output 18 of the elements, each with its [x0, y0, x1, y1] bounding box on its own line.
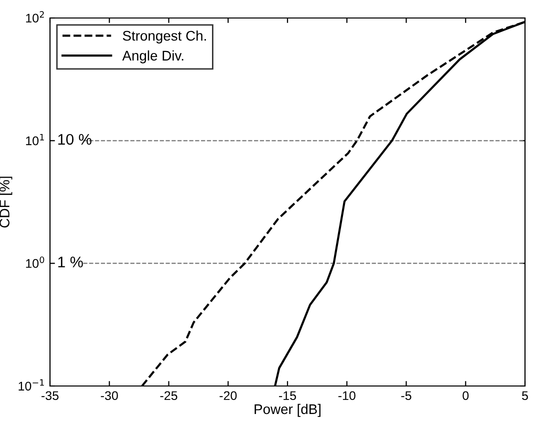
- x-tick-label: -10: [338, 391, 356, 400]
- y-tick-label: 10$^{−1}$: [18, 379, 44, 391]
- x-tick-label: -30: [100, 391, 118, 400]
- ref-line-label: 1 %: [58, 256, 83, 268]
- x-tick-label: -15: [279, 391, 296, 400]
- x-tick-label: -35: [42, 391, 59, 400]
- x-tick-label: 0: [462, 391, 469, 400]
- x-tick-label: -5: [401, 391, 412, 400]
- y-tick-label: 10$^{0}$: [26, 256, 44, 268]
- x-axis-title: Power [dB]: [254, 404, 320, 417]
- legend-label: Strongest Ch.: [122, 30, 206, 44]
- y-tick-label: 10$^{1}$: [26, 134, 44, 146]
- x-tick-label: -20: [220, 391, 237, 400]
- y-tick-label: 10$^{2}$: [26, 11, 44, 23]
- ref-line-label: 10 %: [58, 134, 92, 145]
- x-tick-label: 5: [522, 391, 528, 400]
- x-tick-label: -25: [160, 391, 178, 400]
- legend-label: Angle Div.: [122, 50, 184, 64]
